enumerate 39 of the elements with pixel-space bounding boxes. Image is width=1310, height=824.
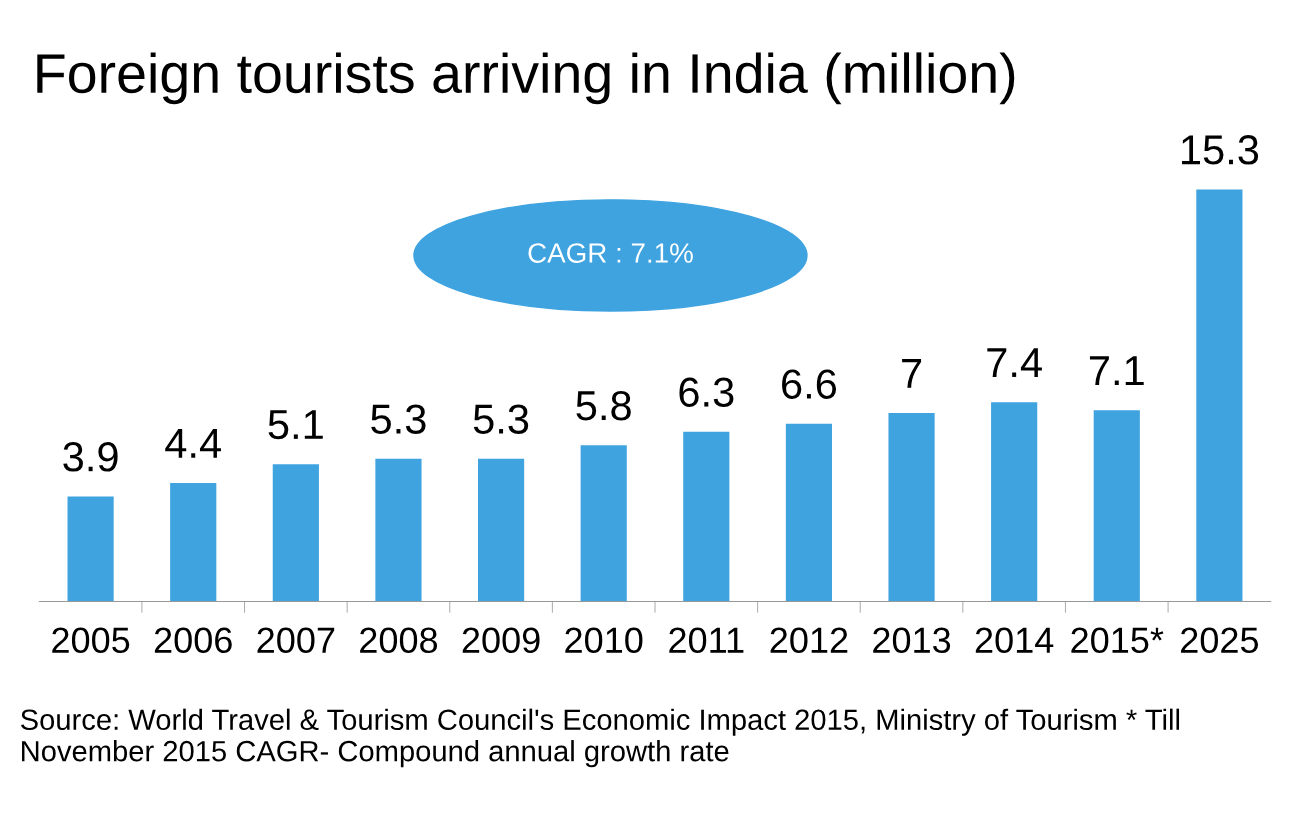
- data-label: 5.1: [268, 410, 323, 440]
- chart-title: Foreign tourists arriving in India (million): [37, 52, 1015, 105]
- x-tick-label: 2025: [1181, 627, 1259, 654]
- x-tick-label: 2010: [565, 627, 643, 654]
- data-label: 4.4: [165, 429, 221, 458]
- x-tick-label: 2006: [154, 627, 232, 654]
- data-label: 7.1: [1089, 356, 1144, 386]
- bar: [1196, 189, 1243, 602]
- bar: [785, 423, 833, 602]
- data-label: 6.6: [782, 369, 837, 399]
- annotation: CAGR : 7.1%: [528, 243, 693, 263]
- data-label: 5.8: [576, 390, 631, 421]
- x-tick-label: 2005: [52, 627, 130, 654]
- x-tick-label: 2008: [360, 627, 438, 654]
- bar: [477, 458, 525, 602]
- x-tick-label: 2013: [873, 627, 951, 654]
- data-label: 15.3: [1182, 135, 1259, 165]
- x-tick-label: 2014: [975, 627, 1054, 654]
- bar: [170, 483, 217, 602]
- data-label: 3.9: [63, 442, 118, 472]
- source-note: Source: World Travel & Tourism Council's Economic Impact 2015, Ministry of Tourism * Till November 2015 CAGR- Compound annual growth rate: [20, 708, 1180, 768]
- data-label: 7: [902, 359, 922, 388]
- data-label: 5.3: [473, 404, 529, 434]
- x-tick-label: 2015*: [1071, 627, 1164, 654]
- bar: [580, 445, 627, 602]
- bar: [991, 402, 1038, 602]
- data-label: 5.3: [371, 404, 426, 434]
- bar: [272, 464, 319, 602]
- x-tick-label: 2011: [669, 627, 744, 654]
- x-tick-label: 2012: [770, 627, 848, 654]
- bar: [375, 458, 422, 602]
- bar: [683, 431, 730, 602]
- x-tick-label: 2009: [462, 627, 540, 654]
- bar: [67, 496, 114, 602]
- data-label: 7.4: [987, 348, 1042, 377]
- bar: [1093, 410, 1140, 602]
- bar: [888, 413, 935, 602]
- data-label: 6.3: [679, 377, 734, 407]
- x-tick-label: 2007: [257, 627, 335, 654]
